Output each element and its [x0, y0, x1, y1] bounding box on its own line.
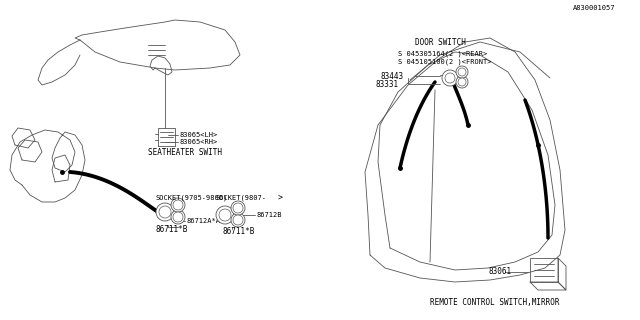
Circle shape — [171, 198, 185, 212]
Text: REMOTE CONTROL SWITCH,MIRROR: REMOTE CONTROL SWITCH,MIRROR — [430, 298, 559, 307]
Circle shape — [216, 206, 234, 224]
Text: 86711*B: 86711*B — [222, 228, 254, 236]
Text: 83061: 83061 — [488, 268, 511, 276]
Text: 86712A*A: 86712A*A — [186, 218, 220, 224]
Text: >: > — [278, 194, 283, 203]
Circle shape — [231, 201, 245, 215]
Circle shape — [219, 209, 231, 221]
Circle shape — [442, 70, 458, 86]
Text: 83443: 83443 — [380, 71, 403, 81]
Circle shape — [445, 73, 455, 83]
Text: SOCKET(9807-: SOCKET(9807- — [215, 195, 266, 201]
Circle shape — [456, 66, 468, 78]
Text: SOCKET(9705-9806): SOCKET(9705-9806) — [155, 195, 227, 201]
Circle shape — [233, 215, 243, 225]
Circle shape — [458, 68, 466, 76]
Text: 86712B: 86712B — [256, 212, 282, 218]
Text: 83065<RH>: 83065<RH> — [179, 139, 217, 145]
Text: S 045305164(2 )<REAR>: S 045305164(2 )<REAR> — [398, 51, 487, 57]
Text: A830001057: A830001057 — [573, 5, 615, 11]
Text: 83331: 83331 — [375, 79, 398, 89]
Text: 86711*B: 86711*B — [155, 225, 188, 234]
Text: 83065<LH>: 83065<LH> — [179, 132, 217, 138]
Circle shape — [173, 212, 183, 222]
Circle shape — [159, 206, 171, 218]
Circle shape — [233, 203, 243, 213]
Circle shape — [456, 76, 468, 88]
Circle shape — [458, 78, 466, 86]
Circle shape — [173, 200, 183, 210]
Text: SEATHEATER SWITH: SEATHEATER SWITH — [148, 148, 222, 156]
Text: S 045105100(2 )<FRONT>: S 045105100(2 )<FRONT> — [398, 59, 492, 65]
Circle shape — [231, 213, 245, 227]
Text: DOOR SWITCH: DOOR SWITCH — [415, 37, 466, 46]
Circle shape — [171, 210, 185, 224]
Circle shape — [156, 203, 174, 221]
